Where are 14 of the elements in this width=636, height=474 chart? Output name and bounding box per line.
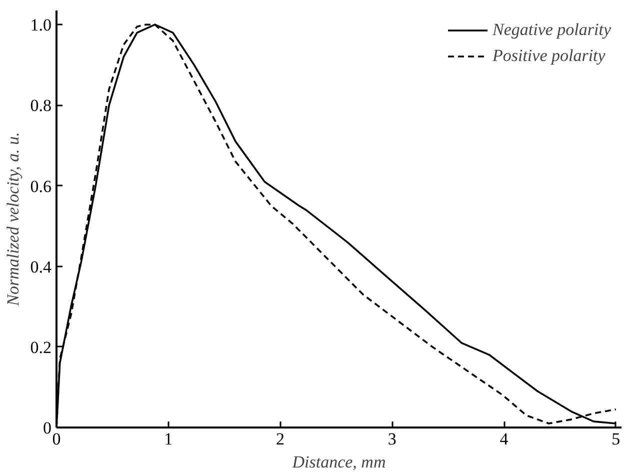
x-tick-label: 5 <box>612 430 620 448</box>
x-tick-label: 3 <box>388 430 396 448</box>
y-tick-label: 1.0 <box>30 16 52 35</box>
x-tick-label: 4 <box>500 430 509 448</box>
x-tick-label: 2 <box>276 430 285 448</box>
legend-label: Negative polarity <box>492 20 611 40</box>
y-tick-label: 0.8 <box>30 96 52 116</box>
y-axis-title: Normalized velocity, a. u. <box>3 132 22 307</box>
legend-label: Positive polarity <box>492 46 606 66</box>
x-axis-title: Distance, mm <box>291 452 386 472</box>
y-tick-label: 0.6 <box>30 176 52 196</box>
x-tick-label: 1 <box>164 430 173 448</box>
y-tick-label: 0.2 <box>30 338 52 357</box>
y-tick-label: 0.4 <box>30 257 52 276</box>
